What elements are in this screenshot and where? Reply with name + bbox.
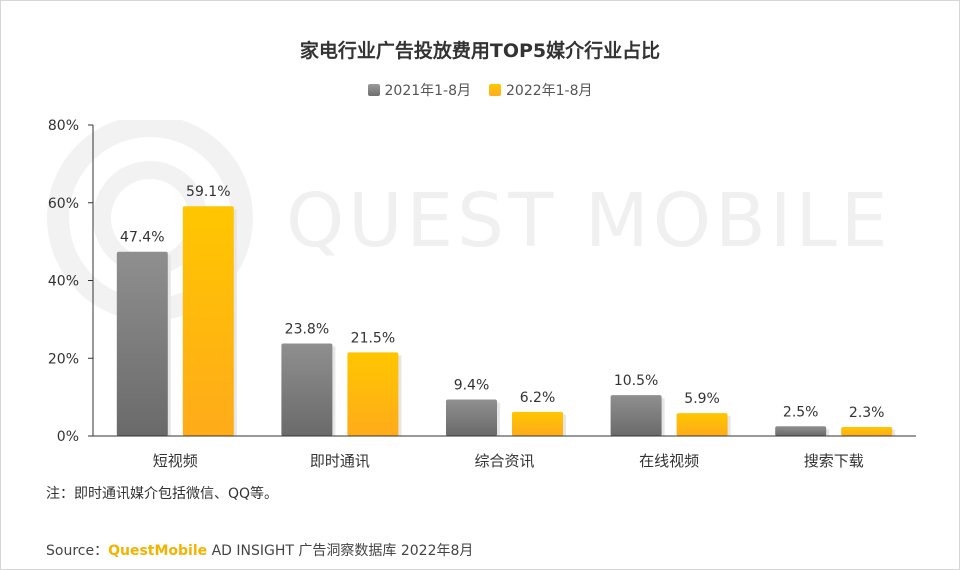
bar-2022-3 xyxy=(676,413,728,436)
bar-2021-4 xyxy=(775,426,827,436)
legend-item-2021: 2021年1-8月 xyxy=(367,80,472,100)
chart-title: 家电行业广告投放费用TOP5媒介行业占比 xyxy=(299,40,661,62)
data-label-2021-1: 23.8% xyxy=(285,321,329,337)
data-label-2021-0: 47.4% xyxy=(120,230,164,246)
bar-2022-1 xyxy=(347,352,399,436)
data-label-2022-2: 6.2% xyxy=(520,390,556,406)
y-tick-label-0: 0% xyxy=(57,429,79,445)
bar-2021-0 xyxy=(116,251,168,436)
y-tick-label-1: 20% xyxy=(48,351,79,367)
x-tick-label-4: 搜索下载 xyxy=(804,452,864,470)
legend-label-2022: 2022年1-8月 xyxy=(506,83,593,99)
legend-swatch-2021 xyxy=(367,84,380,96)
data-label-2022-4: 2.3% xyxy=(849,405,885,421)
x-tick-label-3: 在线视频 xyxy=(639,452,699,470)
source-line: Source：QuestMobile AD INSIGHT 广告洞察数据库 20… xyxy=(46,540,473,560)
data-label-2021-4: 2.5% xyxy=(783,404,819,420)
legend: 2021年1-8月 2022年1-8月 xyxy=(0,80,960,100)
data-label-2021-2: 9.4% xyxy=(454,377,490,393)
legend-label-2021: 2021年1-8月 xyxy=(384,83,472,99)
bar-2021-3 xyxy=(610,395,662,436)
y-tick-label-2: 40% xyxy=(48,274,79,290)
x-tick-label-0: 短视频 xyxy=(153,452,198,470)
source-prefix: Source： xyxy=(46,543,109,559)
y-tick-label-3: 60% xyxy=(48,196,79,212)
legend-swatch-2022 xyxy=(489,84,501,96)
footnote: 注：即时通讯媒介包括微信、QQ等。 xyxy=(46,486,279,502)
data-label-2021-3: 10.5% xyxy=(614,373,658,389)
x-tick-label-1: 即时通讯 xyxy=(310,452,370,470)
data-label-2022-3: 5.9% xyxy=(684,391,720,407)
data-label-2022-1: 21.5% xyxy=(351,330,395,346)
data-label-2022-0: 59.1% xyxy=(186,184,230,200)
source-rest: AD INSIGHT 广告洞察数据库 2022年8月 xyxy=(207,543,474,559)
bar-2021-1 xyxy=(281,343,333,436)
source-brand: QuestMobile xyxy=(108,543,208,559)
y-tick-label-4: 80% xyxy=(48,118,79,134)
bar-2021-2 xyxy=(446,399,497,436)
x-tick-label-2: 综合资讯 xyxy=(474,452,534,470)
bar-2022-4 xyxy=(841,427,893,436)
bar-2022-2 xyxy=(512,411,563,436)
legend-item-2022: 2022年1-8月 xyxy=(489,80,593,100)
bar-2022-0 xyxy=(182,206,234,436)
